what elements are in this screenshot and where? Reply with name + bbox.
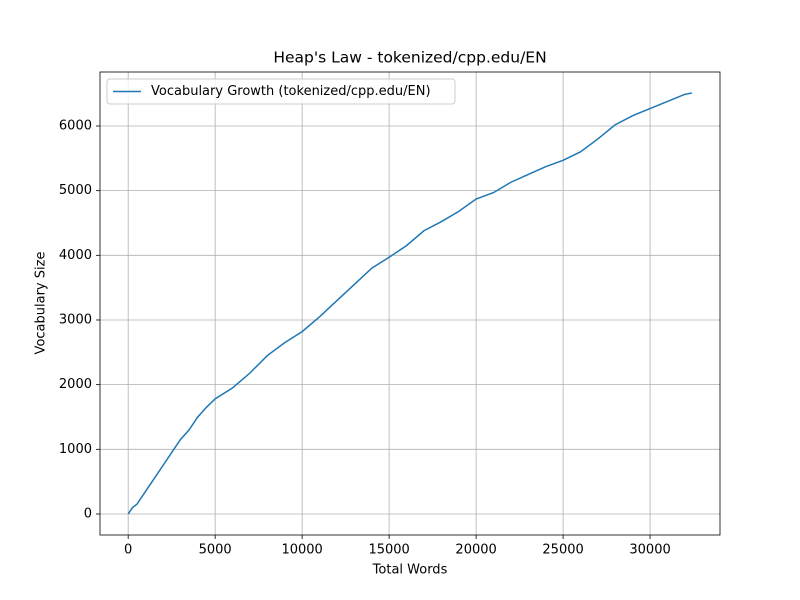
y-tick-label: 0 — [84, 506, 92, 521]
x-axis-label: Total Words — [372, 563, 448, 578]
y-tick-label: 6000 — [59, 118, 92, 133]
x-tick-label: 20000 — [455, 543, 496, 558]
y-tick-label: 1000 — [59, 442, 92, 457]
data-line — [127, 92, 692, 515]
x-tick-label: 10000 — [281, 543, 322, 558]
y-axis-label: Vocabulary Size — [34, 252, 49, 355]
x-tick-label: 25000 — [542, 543, 583, 558]
y-tick-label: 5000 — [59, 183, 92, 198]
y-tick-label: 2000 — [59, 377, 92, 392]
x-tick-label: 15000 — [368, 543, 409, 558]
legend-box — [106, 78, 456, 105]
y-tick-label: 4000 — [59, 248, 92, 263]
x-tick-label: 5000 — [199, 543, 232, 558]
plot-frame — [99, 71, 721, 536]
x-tick-label: 30000 — [629, 543, 670, 558]
y-tick-label: 3000 — [59, 312, 92, 327]
chart-title: Heap's Law - tokenized/cpp.edu/EN — [273, 49, 546, 67]
x-tick-label: 0 — [124, 543, 132, 558]
legend-label: Vocabulary Growth (tokenized/cpp.edu/EN) — [151, 84, 431, 99]
